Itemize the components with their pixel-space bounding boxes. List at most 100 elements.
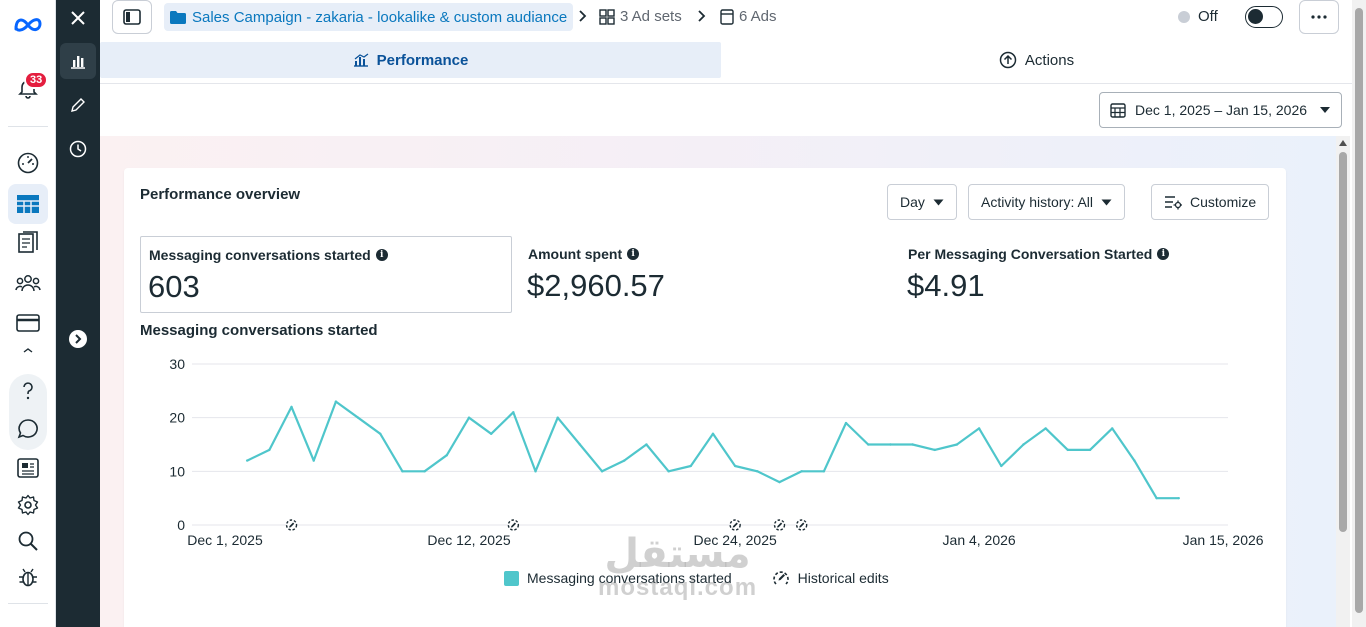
help-icon[interactable] [8,371,48,411]
tab-actions[interactable]: Actions [721,42,1352,78]
bar-chart-icon[interactable] [60,43,96,79]
news-icon[interactable] [8,448,48,488]
series-point [1088,448,1092,452]
metric-value: $2,960.57 [527,268,665,303]
legend-edits-label[interactable]: Historical edits [797,570,889,586]
folder-icon [170,10,186,24]
historical-edit-marker[interactable] [285,519,298,531]
settings-gear-icon[interactable] [8,485,48,525]
series-point [401,470,404,473]
expand-arrow-icon[interactable] [69,330,87,348]
content-scrollbar-thumb[interactable] [1339,152,1347,532]
customize-button[interactable]: Customize [1151,184,1270,220]
clock-icon[interactable] [60,131,96,167]
close-icon[interactable] [60,0,96,36]
breadcrumb-ads[interactable]: 6 Ads [720,8,777,25]
toggle-panel-button[interactable] [112,0,152,34]
side-panel-icon [123,9,141,25]
ads-label: 6 Ads [739,8,777,25]
series-point [1022,443,1025,446]
more-chevron-icon[interactable] [8,340,48,360]
series-point [467,416,471,419]
x-tick-label: Dec 1, 2025 [187,532,263,548]
series-point [1177,496,1180,500]
breadcrumb-chevron-icon [698,10,706,22]
table-grid-icon[interactable] [8,184,48,224]
granularity-label: Day [900,194,925,210]
y-tick-label: 20 [169,410,185,426]
more-options-button[interactable] [1299,0,1339,34]
activity-history-dropdown[interactable]: Activity history: All [968,184,1126,220]
metric-label-wrap: Per Messaging Conversation Started i [908,246,1170,262]
series-point [379,432,382,435]
notification-count-badge: 33 [24,71,49,89]
tab-performance[interactable]: Performance [100,42,721,78]
series-point [334,400,338,403]
chart-title: Messaging conversations started [140,322,378,339]
rail-divider [8,126,48,127]
search-icon[interactable] [8,521,48,561]
customize-sliders-icon [1165,196,1182,210]
calendar-icon [1110,103,1126,118]
caret-down-icon [1320,107,1330,113]
content-scrollbar[interactable] [1336,136,1350,627]
metric-card-amount-spent[interactable]: Amount spent i $2,960.57 [520,236,892,313]
series-point [600,470,604,473]
series-point [290,405,293,409]
customize-label: Customize [1190,194,1257,210]
pencil-icon[interactable] [60,87,96,123]
delivery-status: Off [1178,8,1218,25]
date-range-picker[interactable]: Dec 1, 2025 – Jan 15, 2026 [1099,92,1342,128]
chat-bubble-icon[interactable] [8,409,48,449]
series-point [578,443,582,446]
info-icon[interactable]: i [627,248,640,260]
series-point [756,470,759,473]
ad-sets-label: 3 Ad sets [620,8,682,25]
info-icon[interactable]: i [375,249,388,261]
metric-card-conversations[interactable]: Messaging conversations started i 603 [140,236,512,313]
series-point [268,448,271,452]
series-point [534,470,537,473]
audiences-people-icon[interactable] [8,263,48,303]
campaign-on-off-toggle[interactable] [1245,6,1283,28]
date-range-label: Dec 1, 2025 – Jan 15, 2026 [1135,102,1308,118]
series-point [711,432,715,435]
meta-logo-icon[interactable] [8,4,48,44]
catalog-pages-icon[interactable] [8,223,48,263]
metric-card-cost-per-conversation[interactable]: Per Messaging Conversation Started i $4.… [900,236,1272,313]
billing-card-icon[interactable] [8,303,48,343]
bug-icon[interactable] [8,557,48,597]
series-point [489,432,493,435]
series-point [667,470,670,473]
series-point [1133,459,1136,462]
series-point [822,470,826,473]
tab-performance-label: Performance [376,51,469,69]
historical-edit-marker[interactable] [795,519,808,531]
metric-value: $4.91 [907,268,985,303]
ad-page-icon [720,8,734,25]
scroll-up-arrow-icon[interactable] [1339,140,1347,146]
view-tabs: Performance Actions [100,42,1352,84]
series-point [911,443,914,446]
historical-edit-marker[interactable] [773,519,786,531]
legend-series-label[interactable]: Messaging conversations started [527,570,732,586]
y-tick-label: 0 [177,517,185,533]
page-scrollbar-thumb[interactable] [1355,8,1363,613]
dashboard-gauge-icon[interactable] [8,143,48,183]
breadcrumb-campaign[interactable]: Sales Campaign - zakaria - lookalike & c… [164,3,574,31]
page-scrollbar[interactable] [1352,0,1366,627]
tab-actions-label: Actions [1024,51,1075,69]
actions-arrow-icon [999,51,1017,69]
ad-sets-grid-icon [599,8,615,25]
series-swatch[interactable] [504,570,519,586]
series-point [1066,448,1070,452]
y-tick-label: 10 [169,463,185,479]
historical-edit-marker[interactable] [507,519,520,531]
series-point [312,459,315,462]
breadcrumb-ad-sets[interactable]: 3 Ad sets [599,8,682,25]
info-icon[interactable]: i [1157,248,1170,260]
granularity-dropdown[interactable]: Day [887,184,957,220]
series-point [778,480,781,484]
historical-edit-marker[interactable] [729,519,741,531]
series-point [977,427,981,430]
